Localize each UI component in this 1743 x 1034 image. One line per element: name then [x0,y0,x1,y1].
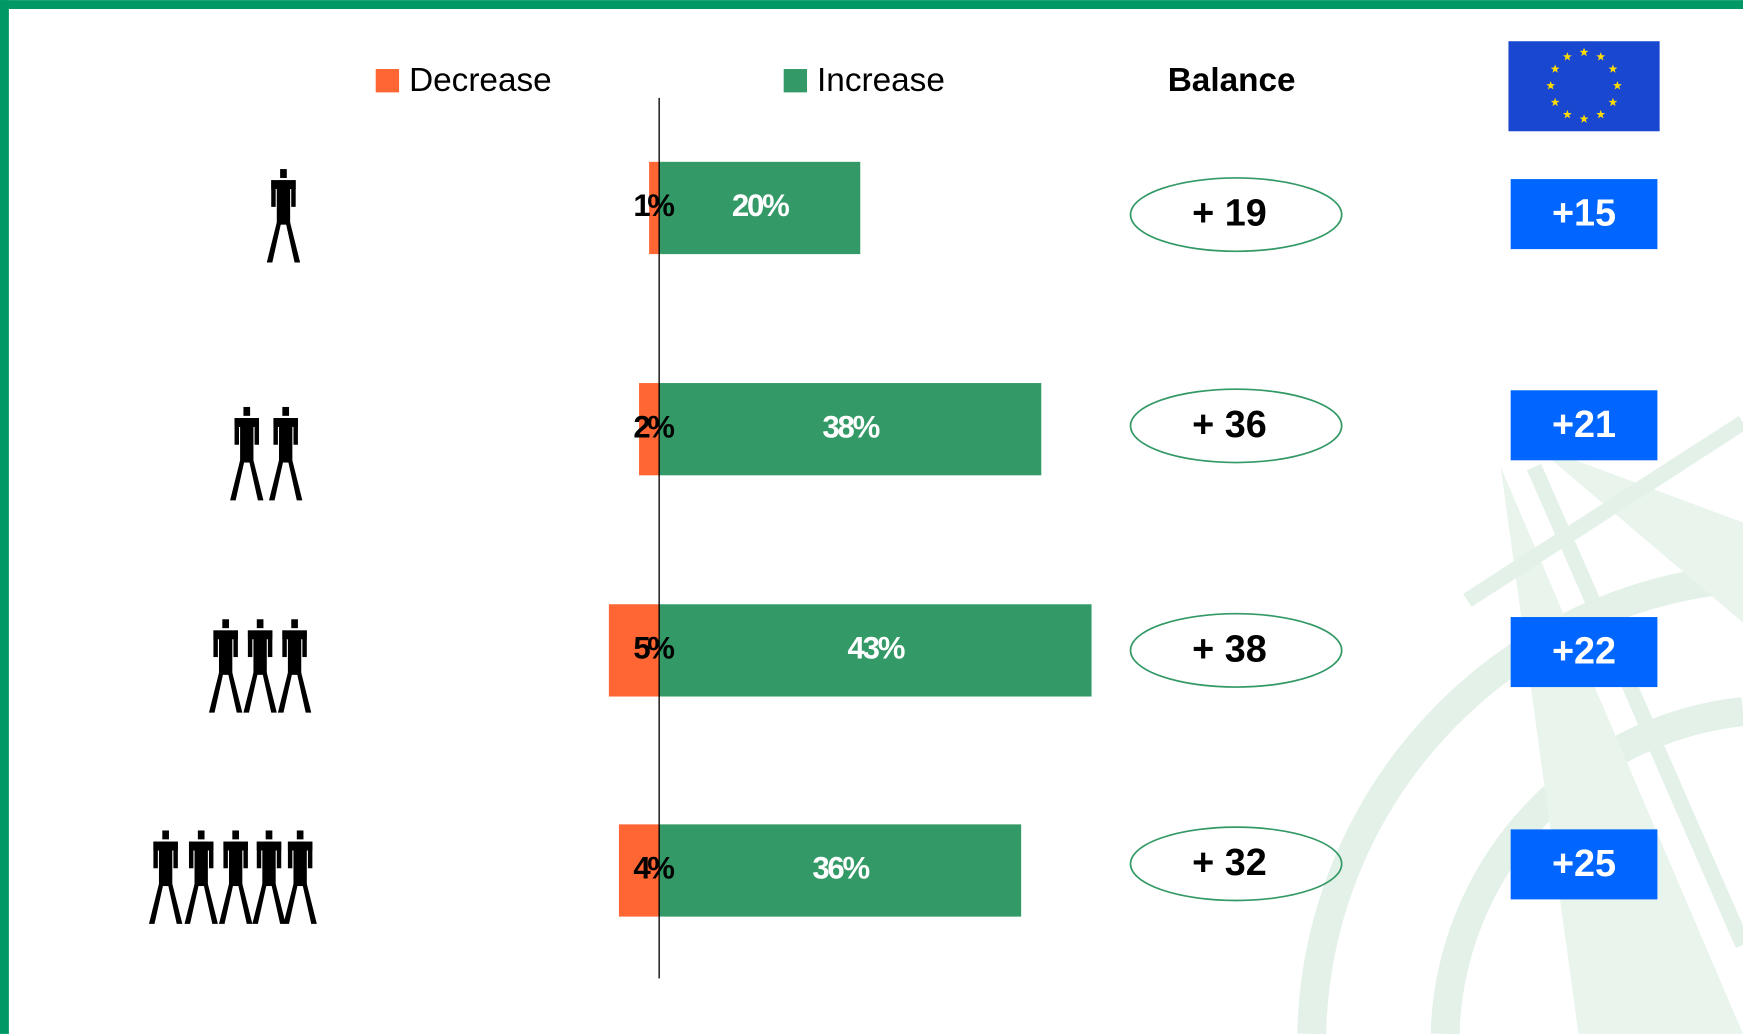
balance-title: Balance [1168,62,1296,99]
decrease-label: 1% [633,188,674,223]
eu-label: +15 [1552,193,1616,235]
bar-decrease [649,161,660,255]
flag-star [1579,47,1589,57]
flag-star [1550,64,1560,73]
decrease-label: 2% [633,409,674,444]
legend-label: Increase [817,62,945,99]
flag-star [1562,52,1572,61]
bar-increase [659,604,1092,697]
flag-star [1596,52,1606,61]
balance-label: + 36 [1192,404,1267,446]
flag-star [1546,81,1556,90]
legend-label: Decrease [409,62,552,99]
eu-box [1510,179,1658,250]
balance-ellipse [1129,826,1343,902]
flag-star [1612,81,1622,90]
balance-ellipse [1129,177,1343,253]
watermark [1297,415,1743,1034]
balance-label: + 38 [1192,628,1267,670]
legend-swatch [375,69,400,93]
increase-label: 43% [848,631,905,666]
eu-box [1510,390,1658,461]
increase-label: 20% [732,188,789,223]
eu-flag [1508,41,1660,132]
increase-label: 36% [812,851,869,886]
flag-star [1608,64,1618,73]
flag-star [1579,114,1589,123]
eu-box [1510,617,1658,688]
eu-label: +21 [1552,404,1616,446]
legend-swatch [783,69,808,93]
increase-label: 38% [822,409,879,444]
bar-increase [659,824,1022,917]
bar-decrease [618,824,660,917]
bar-decrease [608,604,660,697]
flag-star [1550,97,1560,107]
decrease-label: 5% [633,631,674,666]
flag-star [1562,109,1572,119]
bar-decrease [639,383,660,476]
eu-label: +25 [1552,843,1616,885]
balance-ellipse [1129,612,1343,688]
balance-label: + 32 [1192,842,1267,884]
flag-star [1608,97,1618,107]
balance-ellipse [1129,388,1343,464]
decrease-label: 4% [633,851,674,886]
flag-star [1596,109,1606,119]
balance-label: + 19 [1192,193,1267,235]
eu-label: +22 [1552,631,1616,673]
eu-box [1510,829,1658,900]
bar-increase [659,383,1042,476]
bar-increase [659,161,861,255]
people-icons [148,169,317,924]
